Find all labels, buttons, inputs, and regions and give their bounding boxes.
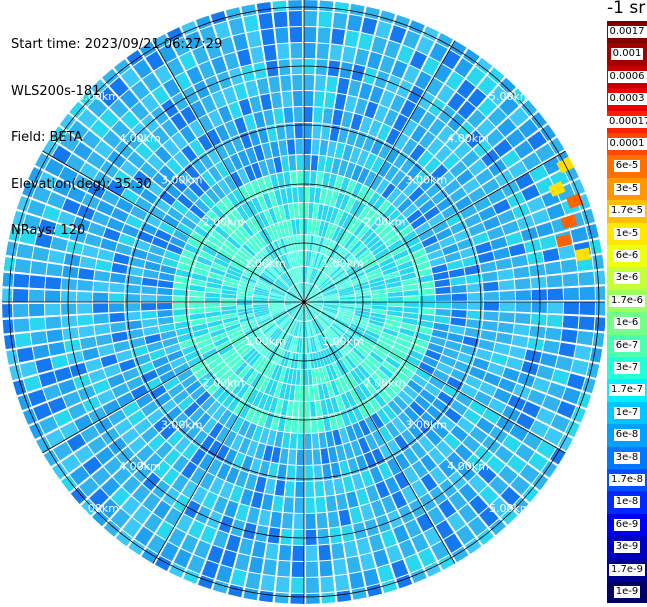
colorbar-level: 3e-9 (607, 536, 647, 559)
colorbar-level: 1.7e-8 (607, 469, 647, 492)
range-ring-label: 4.00km (447, 132, 489, 145)
range-ring-label: 5.00km (77, 502, 119, 515)
colorbar-level: 0.0006 (607, 65, 647, 89)
colorbar-level-label: 6e-9 (613, 518, 641, 531)
range-ring-label: 3.00km (161, 174, 203, 187)
range-ring-label: 4.00km (447, 460, 489, 473)
colorbar-level-label: 1e-9 (613, 586, 641, 598)
field-name: Field: BETA (11, 130, 83, 145)
colorbar-level: 1e-5 (607, 222, 647, 245)
colorbar-level-label: 6e-6 (613, 250, 641, 262)
elevation-text: Elevation(deg): 35.30 (11, 176, 152, 192)
colorbar-level: 3e-8 (607, 446, 647, 469)
azimuth-spoke (303, 150, 566, 303)
colorbar-level: 6e-9 (607, 513, 647, 537)
range-ring-label: 2.00km (364, 215, 406, 228)
colorbar-level: 0.00017 (607, 110, 647, 133)
colorbar-level-label: 1e-6 (613, 317, 641, 330)
colorbar-level: 1e-6 (607, 312, 647, 335)
colorbar-level-label: 3e-7 (613, 362, 641, 374)
colorbar-level: 1e-7 (607, 401, 647, 425)
colorbar-level-label: 0.0017 (607, 26, 647, 38)
colorbar-level: 1.7e-5 (607, 200, 647, 223)
colorbar-level-label: 1e-8 (613, 496, 641, 509)
colorbar-level: 6e-8 (607, 424, 647, 447)
instrument-name: WLS200s-181 (11, 83, 101, 99)
colorbar-level-label: 3e-9 (613, 541, 641, 554)
colorbar-level: 1e-8 (607, 491, 647, 514)
range-ring-label: 1.00km (244, 335, 286, 348)
colorbar-level-label: 1.7e-8 (608, 474, 646, 486)
ray-field (2, 0, 605, 604)
colorbar-level-label: 1e-5 (613, 227, 641, 240)
colorbar-level-label: 0.00017 (607, 115, 647, 128)
colorbar-level: 0.0001 (607, 133, 647, 156)
azimuth-spoke (152, 40, 305, 303)
colorbar-level-label: 0.001 (610, 48, 644, 61)
range-ring-label: 2.00km (203, 215, 245, 228)
colorbar-level-label: 0.0001 (607, 138, 647, 150)
colorbar-level-label: 1.7e-5 (608, 205, 646, 218)
range-ring-label: 5.00km (77, 90, 119, 103)
colorbar-level-label: 6e-8 (613, 429, 641, 442)
colorbar-level-label: 0.0006 (607, 70, 647, 83)
range-ring-label: 4.00km (119, 460, 161, 473)
azimuth-spoke (303, 301, 566, 454)
colorbar-level: 3e-5 (607, 177, 647, 201)
colorbar-level: 1e-9 (607, 581, 647, 604)
colorbar-level-label: 1.7e-6 (608, 294, 646, 307)
range-ring-label: 2.00km (364, 377, 406, 390)
colorbar-level: 3e-7 (607, 357, 647, 380)
colorbar-level-label: 1.7e-7 (608, 384, 646, 397)
nrays-text: NRays: 120 (11, 223, 86, 238)
range-ring-label: 5.00km (489, 90, 531, 103)
colorbar-level-label: 6e-7 (613, 339, 641, 352)
range-ring-label: 3.00km (406, 174, 448, 187)
colorbar-level: 6e-7 (607, 334, 647, 357)
colorbar-level: 0.0017 (607, 21, 647, 44)
colorbar-unit-label: -1 sr (607, 0, 646, 18)
range-ring-label: 5.00km (489, 502, 531, 515)
range-ring-label: 1.00km (322, 335, 364, 348)
start-time-text: Start time: 2023/09/21 06:27:29 (11, 37, 223, 52)
colorbar-level-label: 1e-7 (613, 406, 641, 419)
colorbar-level: 0.001 (607, 43, 647, 66)
azimuth-spoke (42, 150, 305, 303)
colorbar-level-label: 3e-6 (613, 272, 641, 285)
colorbar-level: 3e-6 (607, 267, 647, 290)
colorbar-level-label: 1.7e-9 (608, 563, 646, 576)
range-ring-label: 1.00km (322, 257, 364, 270)
azimuth-spoke (303, 40, 456, 303)
range-grid (2, 0, 605, 604)
colorbar-level: 1.7e-6 (607, 289, 647, 313)
range-ring-label: 1.00km (244, 257, 286, 270)
range-ring-label: 2.00km (203, 377, 245, 390)
azimuth-spoke (42, 301, 305, 454)
ppi-scan-plot: 1.00km 1.00km 1.00km 1.00km 2.00km 2.00km 2.00… (2, 0, 605, 604)
azimuth-spoke (152, 301, 305, 564)
colorbar-level: 6e-6 (607, 245, 647, 268)
range-ring-label: 3.00km (406, 418, 448, 431)
range-ring-label: 4.00km (119, 132, 161, 145)
colorbar-level-label: 3e-8 (613, 451, 641, 464)
scan-info: Start time: 2023/09/21 06:27:29 WLS200s-… (11, 6, 222, 254)
colorbar-level: 6e-5 (607, 155, 647, 178)
colorbar-level: 1.7e-9 (607, 558, 647, 581)
range-ring-label: 3.00km (161, 418, 203, 431)
colorbar-level-label: 6e-5 (613, 160, 641, 173)
azimuth-spoke (303, 301, 456, 564)
colorbar-level: 0.0003 (607, 88, 647, 111)
colorbar-level-label: 0.0003 (607, 93, 647, 106)
range-ring-labels: 1.00km 1.00km 1.00km 1.00km 2.00km 2.00km 2.00… (77, 90, 530, 515)
colorbar-level: 1.7e-7 (607, 379, 647, 402)
colorbar-level-label: 3e-5 (613, 182, 641, 195)
